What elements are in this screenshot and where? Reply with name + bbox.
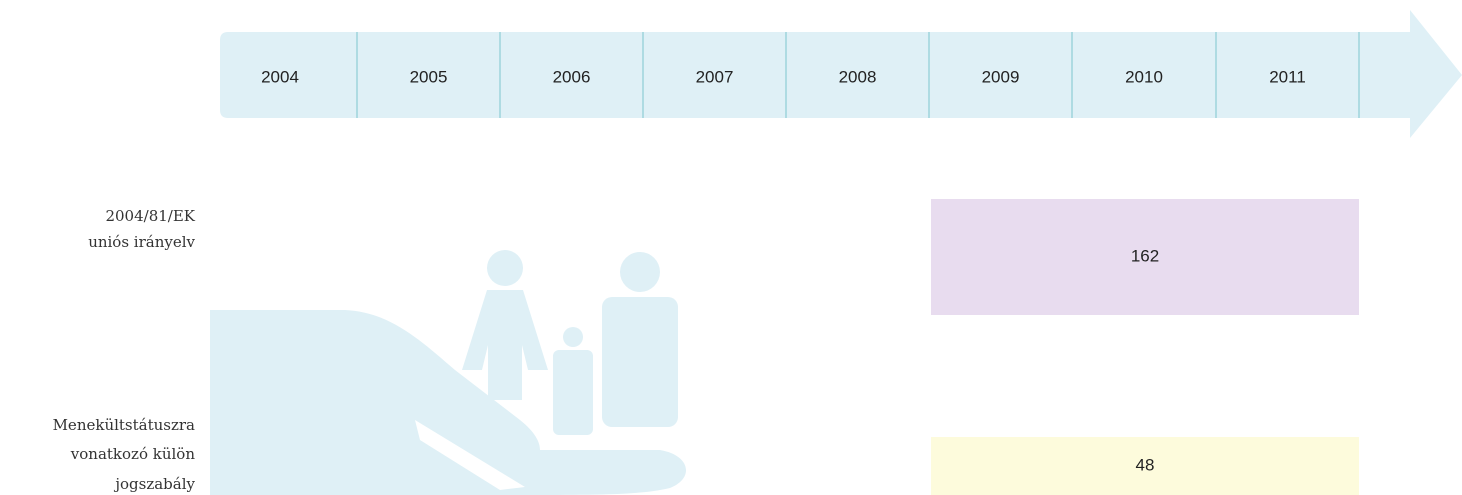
row-value: 48	[1136, 455, 1155, 474]
row-value: 162	[1131, 246, 1159, 265]
year-label: 2011	[1269, 67, 1306, 86]
year-label: 2004	[261, 67, 299, 86]
year-label: 2006	[553, 67, 591, 86]
row-label: jogszabály	[113, 475, 195, 493]
page: 2004 2005 2006 2007 2008 2009 2010 2011 2004/81…	[0, 0, 1462, 495]
row-label: uniós irányelv	[88, 233, 195, 251]
year-label: 2009	[982, 67, 1020, 86]
year-label: 2007	[696, 67, 734, 86]
row-label: 2004/81/EK	[105, 207, 195, 225]
year-label: 2005	[410, 67, 448, 86]
row-label: Menekültstátuszra	[53, 416, 195, 434]
row-label: vonatkozó külön	[70, 445, 196, 463]
year-label: 2008	[839, 67, 877, 86]
year-label: 2010	[1125, 67, 1163, 86]
hand-icon	[210, 250, 686, 495]
